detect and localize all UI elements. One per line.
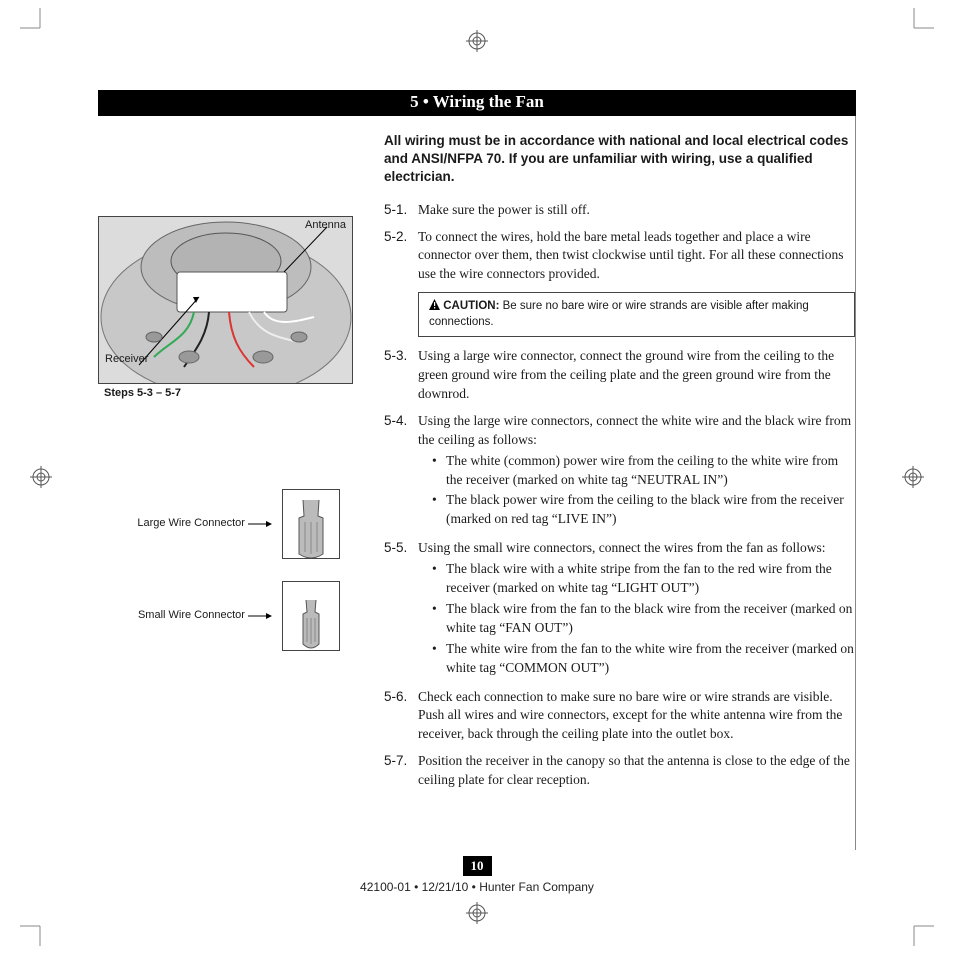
arrow-icon: [248, 520, 272, 528]
small-connector-icon: [297, 598, 325, 650]
registration-mark-left: [30, 466, 52, 488]
small-connector-box: [282, 581, 340, 651]
step-5-5-bullet-3: •The white wire from the fan to the whit…: [432, 640, 855, 678]
registration-mark-right: [902, 466, 924, 488]
step-5-2: 5-2. To connect the wires, hold the bare…: [384, 228, 855, 285]
warning-text: All wiring must be in accordance with na…: [384, 132, 855, 187]
warning-icon: [429, 299, 440, 310]
step-5-3: 5-3. Using a large wire connector, conne…: [384, 347, 855, 404]
crop-mark-tr: [904, 8, 934, 38]
page: 5 • Wiring the Fan: [98, 90, 856, 894]
caution-label: CAUTION:: [443, 300, 499, 312]
step-5-4-bullet-1: •The white (common) power wire from the …: [432, 452, 855, 490]
diagram-label-receiver: Receiver: [105, 353, 148, 365]
step-5-6: 5-6. Check each connection to make sure …: [384, 688, 855, 745]
right-column: All wiring must be in accordance with na…: [366, 116, 855, 850]
content-columns: Antenna Receiver Steps 5-3 – 5-7 Large W…: [98, 116, 856, 850]
small-connector-row: Small Wire Connector: [98, 581, 358, 651]
step-5-7: 5-7. Position the receiver in the canopy…: [384, 752, 855, 790]
step-5-4: 5-4. Using the large wire connectors, co…: [384, 412, 855, 531]
diagram-label-antenna: Antenna: [305, 219, 346, 231]
crop-mark-br: [904, 916, 934, 946]
step-5-4-bullet-2: •The black power wire from the ceiling t…: [432, 491, 855, 529]
wiring-diagram: Antenna Receiver: [98, 216, 353, 384]
crop-mark-bl: [20, 916, 50, 946]
diagram-caption: Steps 5-3 – 5-7: [98, 384, 358, 399]
footer: 42100-01 • 12/21/10 • Hunter Fan Company: [98, 880, 856, 894]
large-connector-row: Large Wire Connector: [98, 489, 358, 559]
page-number: 10: [463, 856, 492, 876]
small-connector-label: Small Wire Connector: [138, 609, 272, 622]
registration-mark-bottom: [466, 902, 488, 924]
step-5-5-bullet-2: •The black wire from the fan to the blac…: [432, 600, 855, 638]
section-title-bar: 5 • Wiring the Fan: [98, 90, 856, 116]
step-5-1: 5-1. Make sure the power is still off.: [384, 201, 855, 220]
large-connector-label: Large Wire Connector: [137, 517, 272, 530]
step-5-5-bullet-1: •The black wire with a white stripe from…: [432, 560, 855, 598]
connector-illustrations: Large Wire Connector Small: [98, 489, 358, 651]
crop-mark-tl: [20, 8, 50, 38]
large-connector-icon: [293, 498, 329, 558]
registration-mark-top: [466, 30, 488, 52]
step-5-5: 5-5. Using the small wire connectors, co…: [384, 539, 855, 679]
arrow-icon: [248, 612, 272, 620]
large-connector-box: [282, 489, 340, 559]
left-column: Antenna Receiver Steps 5-3 – 5-7 Large W…: [98, 116, 366, 850]
caution-box: CAUTION: Be sure no bare wire or wire st…: [418, 292, 855, 337]
